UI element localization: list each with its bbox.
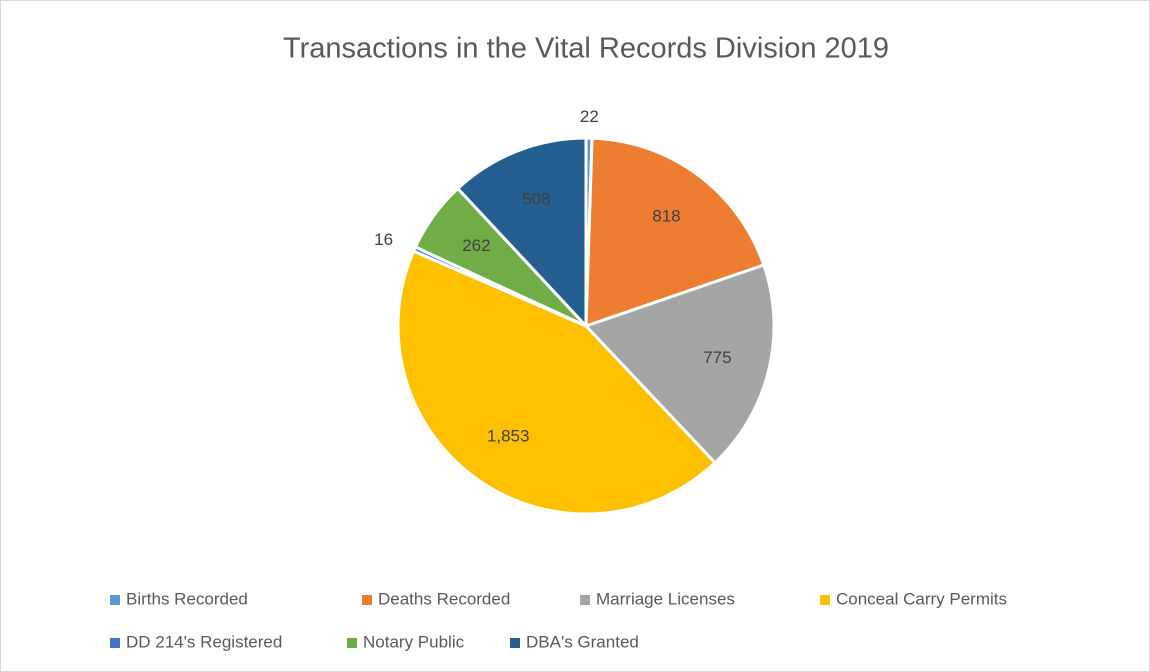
legend-label: Marriage Licenses xyxy=(596,589,735,608)
data-label: 775 xyxy=(703,348,731,367)
legend-label: Deaths Recorded xyxy=(378,589,510,608)
data-label: 22 xyxy=(580,107,599,126)
legend-label: Notary Public xyxy=(363,632,465,651)
pie-slice xyxy=(583,263,776,465)
legend-swatch xyxy=(362,595,372,605)
legend-label: Births Recorded xyxy=(126,589,248,608)
legend-label: Conceal Carry Permits xyxy=(836,589,1007,608)
chart-title: Transactions in the Vital Records Divisi… xyxy=(283,33,889,65)
legend-swatch xyxy=(347,638,357,648)
legend-swatch xyxy=(820,595,830,605)
data-label: 508 xyxy=(522,190,550,209)
legend-swatch xyxy=(110,638,120,648)
pie-slice xyxy=(455,136,588,330)
legend-swatch xyxy=(510,638,520,648)
data-label: 262 xyxy=(462,236,490,255)
data-label: 16 xyxy=(374,230,393,249)
legend-swatch xyxy=(110,595,120,605)
data-label: 818 xyxy=(652,207,680,226)
data-label: 1,853 xyxy=(487,426,530,445)
legend-swatch xyxy=(580,595,590,605)
pie-slice xyxy=(396,249,718,516)
legend-label: DD 214's Registered xyxy=(126,632,282,651)
legend-label: DBA's Granted xyxy=(526,632,639,651)
